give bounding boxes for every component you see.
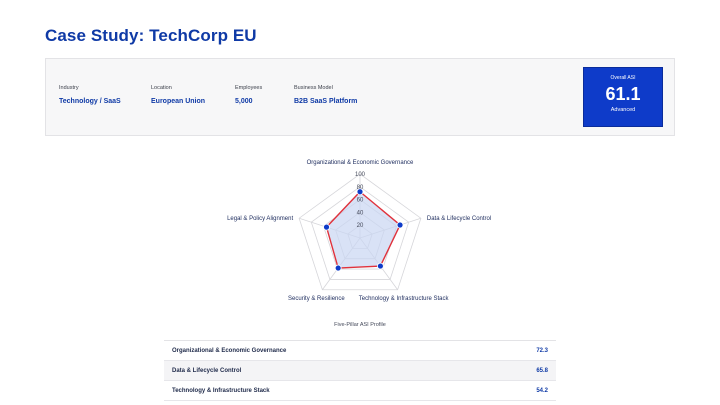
radar-chart: 20 40 60 80 100 Organizational & Economic Gov… xyxy=(200,146,520,336)
pillar-name: Technology & Infrastructure Stack xyxy=(172,387,270,394)
radar-data-point xyxy=(396,221,404,229)
pillar-name: Organizational & Economic Governance xyxy=(172,347,287,354)
pillar-score: 72.3 xyxy=(536,347,548,354)
employees-label: Employees xyxy=(235,85,263,91)
radar-axis-label: Organizational & Economic Governance xyxy=(307,160,414,166)
radar-axis-label: Legal & Policy Alignment xyxy=(227,216,293,222)
radar-axis-label: Technology & Infrastructure Stack xyxy=(359,296,450,302)
radar-data-point xyxy=(334,264,342,272)
table-row: Organizational & Economic Governance 72.3 xyxy=(164,341,556,361)
pillar-score: 54.2 xyxy=(536,387,548,394)
business-model-label: Business Model xyxy=(294,85,333,91)
radar-tick-label: 100 xyxy=(355,172,366,178)
radar-series-area xyxy=(325,190,401,269)
location-label: Location xyxy=(151,85,172,91)
overall-asi-level: Advanced xyxy=(610,107,636,113)
radar-chart-svg: 20 40 60 80 100 Organizational & Economic Gov… xyxy=(227,160,491,328)
pillar-score: 65.8 xyxy=(536,367,548,374)
overall-asi-box: Overall ASI 61.1 Advanced xyxy=(583,67,663,127)
radar-data-point xyxy=(323,223,330,231)
employees-value: 5,000 xyxy=(235,98,253,105)
industry-value: Technology / SaaS xyxy=(59,98,121,105)
pillar-name: Data & Lifecycle Control xyxy=(172,367,242,374)
radar-tick-label: 60 xyxy=(357,198,364,204)
pillar-score-table: Organizational & Economic Governance 72.3… xyxy=(164,340,556,401)
location-field: Location European Union xyxy=(151,85,205,105)
table-row: Data & Lifecycle Control 65.8 xyxy=(164,361,556,381)
company-profile-card: Industry Technology / SaaS Location Euro… xyxy=(45,58,675,136)
radar-tick-label: 20 xyxy=(357,223,364,229)
radar-axis-label: Security & Resilience xyxy=(288,296,345,302)
radar-data-point xyxy=(356,188,364,196)
radar-tick-label: 80 xyxy=(357,185,364,191)
radar-tick-label: 40 xyxy=(357,210,364,216)
overall-asi-label: Overall ASI xyxy=(610,75,636,81)
radar-data-point xyxy=(376,262,384,270)
overall-asi-score: 61.1 xyxy=(605,84,641,104)
business-model-value: B2B SaaS Platform xyxy=(294,98,358,105)
location-value: European Union xyxy=(151,98,206,105)
industry-label: Industry xyxy=(59,85,79,91)
radar-axis-label: Data & Lifecycle Control xyxy=(427,216,491,222)
employees-field: Employees 5,000 xyxy=(235,85,262,105)
radar-grid-ring xyxy=(298,173,422,291)
table-row: Technology & Infrastructure Stack 54.2 xyxy=(164,381,556,401)
business-model-field: Business Model B2B SaaS Platform xyxy=(294,85,357,105)
industry-field: Industry Technology / SaaS xyxy=(59,85,121,105)
radar-grid-ring xyxy=(310,186,410,280)
radar-chart-title: Five-Pillar ASI Profile xyxy=(334,322,386,328)
page-title: Case Study: TechCorp EU xyxy=(45,26,257,45)
